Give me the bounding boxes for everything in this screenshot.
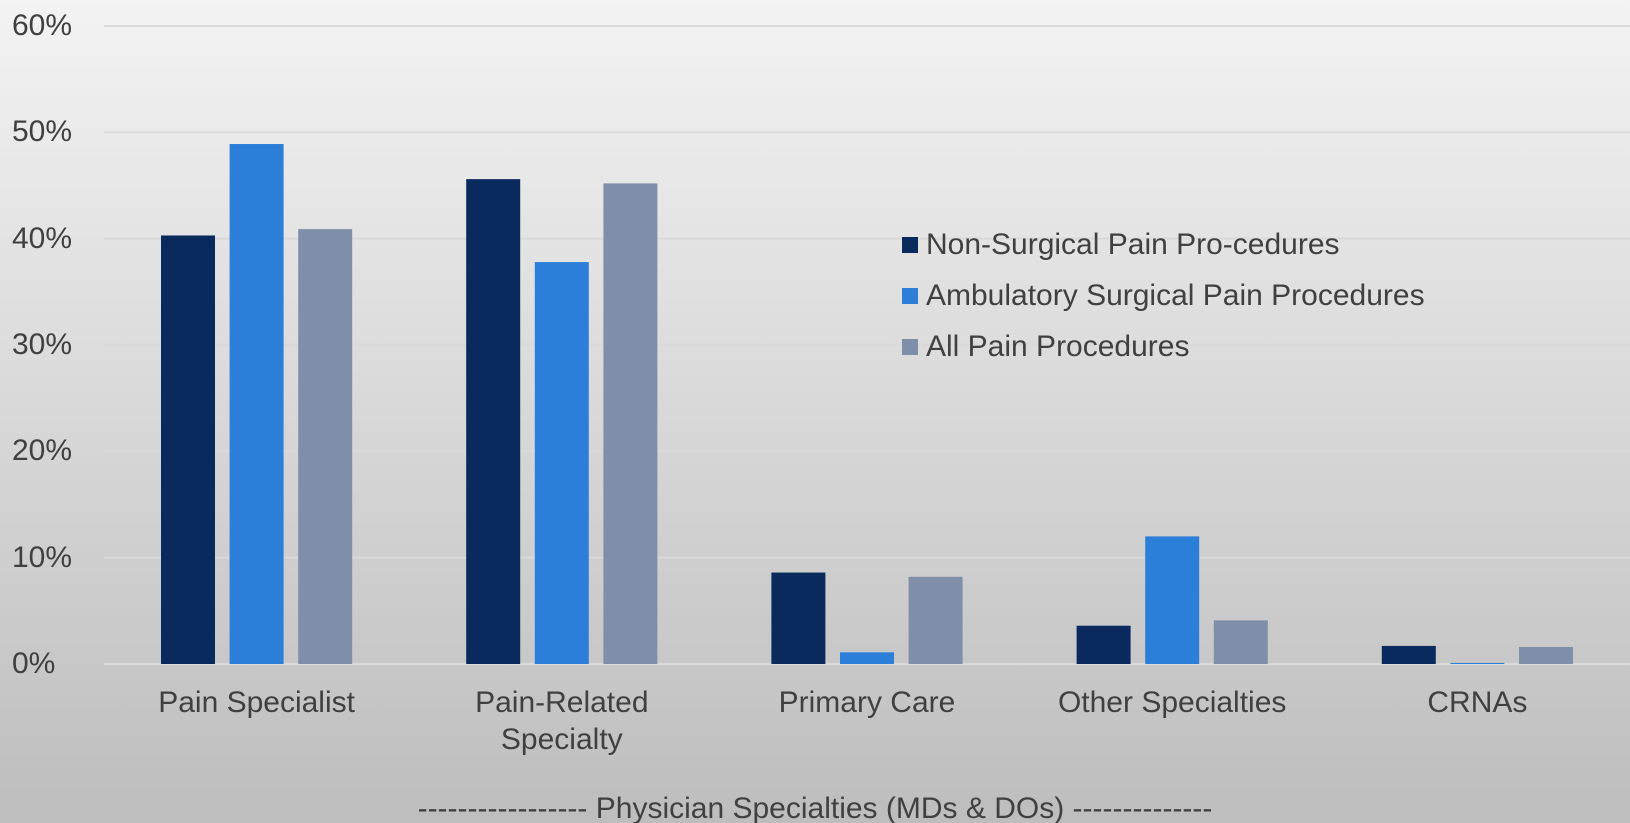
bar: [1450, 662, 1505, 664]
bar: [229, 144, 284, 664]
bar: [1213, 620, 1268, 664]
legend-label: Ambulatory Surgical Pain Procedures: [926, 279, 1425, 312]
bar: [1381, 645, 1436, 664]
bar: [466, 179, 521, 664]
bar: [908, 576, 963, 664]
bar: [1145, 536, 1200, 664]
bar: [840, 652, 894, 664]
bar: [1076, 625, 1131, 664]
y-tick-label: 20%: [12, 434, 73, 468]
y-tick-label: 0%: [12, 647, 56, 680]
x-tick-label: CRNAs: [1427, 686, 1528, 719]
legend-swatch: [902, 339, 918, 355]
bar: [1519, 646, 1573, 664]
x-tick-label: Pain Specialist: [158, 686, 355, 719]
legend-entry: All Pain Procedures: [902, 329, 1189, 365]
legend-label: All Pain Procedures: [926, 330, 1190, 363]
x-tick-label: Primary Care: [778, 686, 956, 719]
bar: [298, 229, 353, 664]
y-tick-label: 30%: [12, 328, 73, 361]
y-tick-label: 10%: [12, 540, 73, 574]
x-tick-label: Pain-Related Specialty: [475, 686, 649, 756]
x-tick-label: Other Specialties: [1057, 686, 1287, 719]
y-tick-label: 60%: [12, 9, 73, 42]
y-tick-label: 40%: [12, 221, 73, 255]
legend-label: Non-Surgical Pain Pro-cedures: [926, 228, 1340, 261]
x-axis-title: ----------------- Physician Specialties …: [417, 792, 1213, 823]
bar: [771, 572, 826, 664]
legend-entry: Ambulatory Surgical Pain Procedures: [902, 278, 1425, 314]
bar: [161, 235, 215, 664]
bar: [534, 262, 589, 664]
legend-swatch: [902, 237, 918, 253]
bar: [603, 183, 658, 664]
legend-entry: Non-Surgical Pain Pro-cedures: [902, 227, 1340, 263]
y-tick-label: 50%: [12, 115, 73, 149]
legend-swatch: [902, 288, 918, 304]
